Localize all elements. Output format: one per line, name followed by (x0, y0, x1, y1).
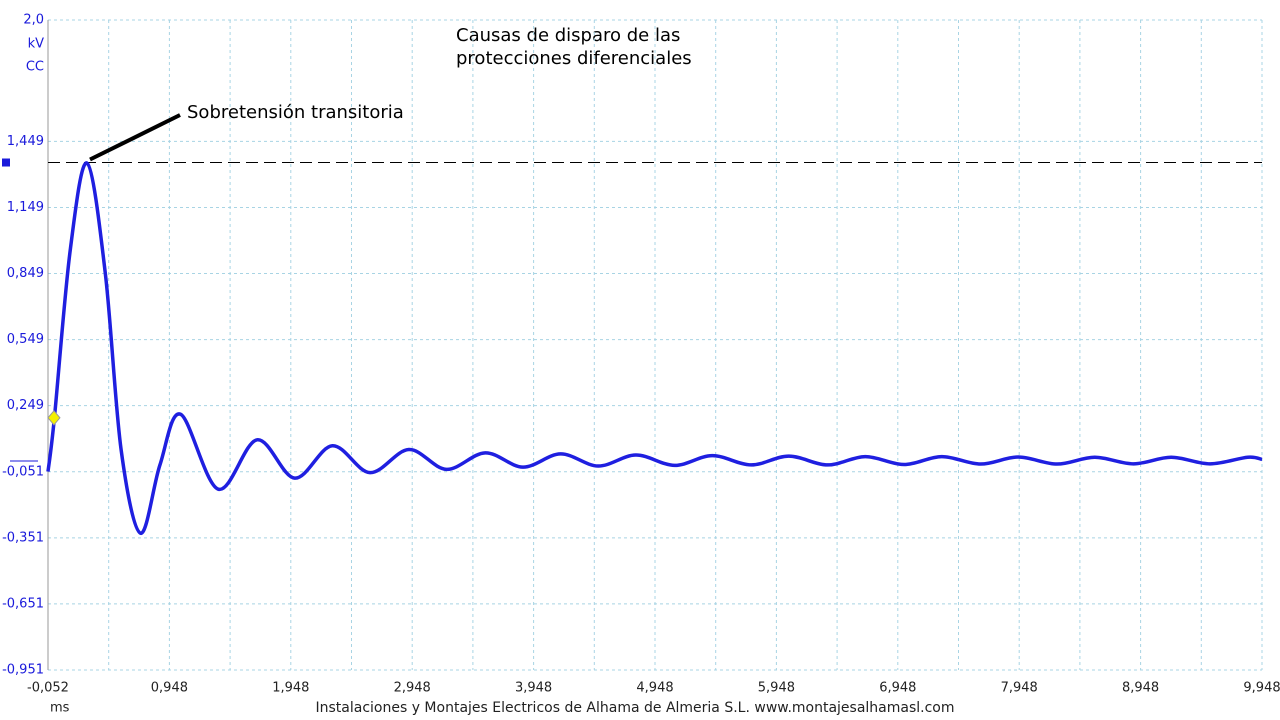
x-tick-label: 2,948 (394, 681, 431, 696)
y-tick-label: 0,249 (7, 398, 44, 413)
x-tick-label: -0,052 (27, 681, 69, 696)
x-tick-label: 3,948 (515, 681, 552, 696)
x-unit: ms (50, 701, 70, 716)
x-tick-label: 4,948 (636, 681, 673, 696)
reference-marker (2, 158, 10, 167)
y-tick-label: 0,549 (7, 332, 44, 347)
y-tick-label: 2,0 (23, 13, 44, 28)
y-tick-label: -0,351 (2, 530, 44, 545)
x-tick-label: 8,948 (1122, 681, 1159, 696)
title-line: Causas de disparo de las (456, 25, 680, 46)
x-tick-label: 0,948 (151, 681, 188, 696)
x-tick-label: 9,948 (1243, 681, 1280, 696)
x-tick-label: 7,948 (1001, 681, 1038, 696)
title-line: protecciones diferenciales (456, 48, 692, 69)
y-tick-label: 0,849 (7, 266, 44, 281)
y-unit: CC (26, 60, 44, 75)
x-tick-label: 6,948 (879, 681, 916, 696)
annotation-leader (89, 113, 181, 162)
waveform (46, 161, 1263, 535)
annotation: Sobretensión transitoria (187, 102, 404, 123)
y-tick-label: -0,051 (2, 464, 44, 479)
footer: Instalaciones y Montajes Electricos de A… (315, 700, 954, 716)
y-tick-label: -0,951 (2, 663, 44, 678)
y-tick-label: 1,149 (7, 200, 44, 215)
x-tick-label: 1,948 (272, 681, 309, 696)
trigger-marker (47, 410, 61, 426)
y-tick-label: 1,449 (7, 134, 44, 149)
y-unit: kV (28, 37, 45, 52)
x-tick-label: 5,948 (758, 681, 795, 696)
y-tick-label: -0,651 (2, 596, 44, 611)
